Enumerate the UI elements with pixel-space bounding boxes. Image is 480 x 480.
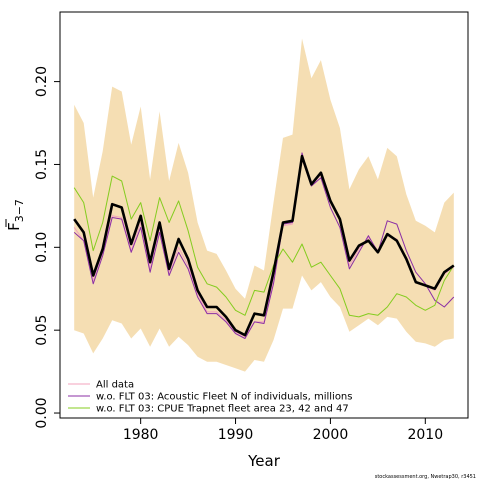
legend-label: w.o. FLT 03: CPUE Trapnet fleet area 23,…	[96, 404, 349, 415]
x-axis: 1980 1990 2000 2010	[123, 418, 443, 443]
y-axis: 0.00 0.05 0.10 0.15 0.20	[34, 66, 60, 429]
credit-text: stockassessment.org, Nwetrap30, r3451	[375, 474, 476, 480]
y-tick-label: 0.10	[34, 232, 50, 263]
series-line-2	[73, 152, 455, 339]
y-axis-title-main: F	[5, 222, 23, 231]
y-tick-label: 0.20	[34, 66, 50, 97]
y-axis-title: F3−7	[5, 199, 26, 231]
series-layer	[73, 152, 455, 339]
y-tick-label: 0.05	[34, 315, 50, 346]
x-tick-label: 1990	[218, 427, 254, 443]
svg-text:F3−7: F3−7	[5, 199, 26, 231]
confidence-band-layer	[74, 38, 454, 372]
confidence-band	[74, 38, 454, 372]
series-line-estimate	[73, 154, 455, 337]
x-tick-label: 1980	[123, 427, 159, 443]
legend-label: w.o. FLT 03: Acoustic Fleet N of individ…	[96, 392, 352, 403]
x-tick-label: 2000	[313, 427, 349, 443]
plot-frame	[59, 11, 469, 419]
y-axis-title-sub: 3−7	[13, 199, 26, 222]
legend-label: All data	[96, 380, 134, 391]
series-line-3	[73, 175, 455, 318]
y-tick-label: 0.15	[34, 149, 50, 180]
y-tick-label: 0.00	[34, 397, 50, 428]
x-axis-title: Year	[247, 452, 281, 470]
x-tick-label: 2010	[407, 427, 443, 443]
